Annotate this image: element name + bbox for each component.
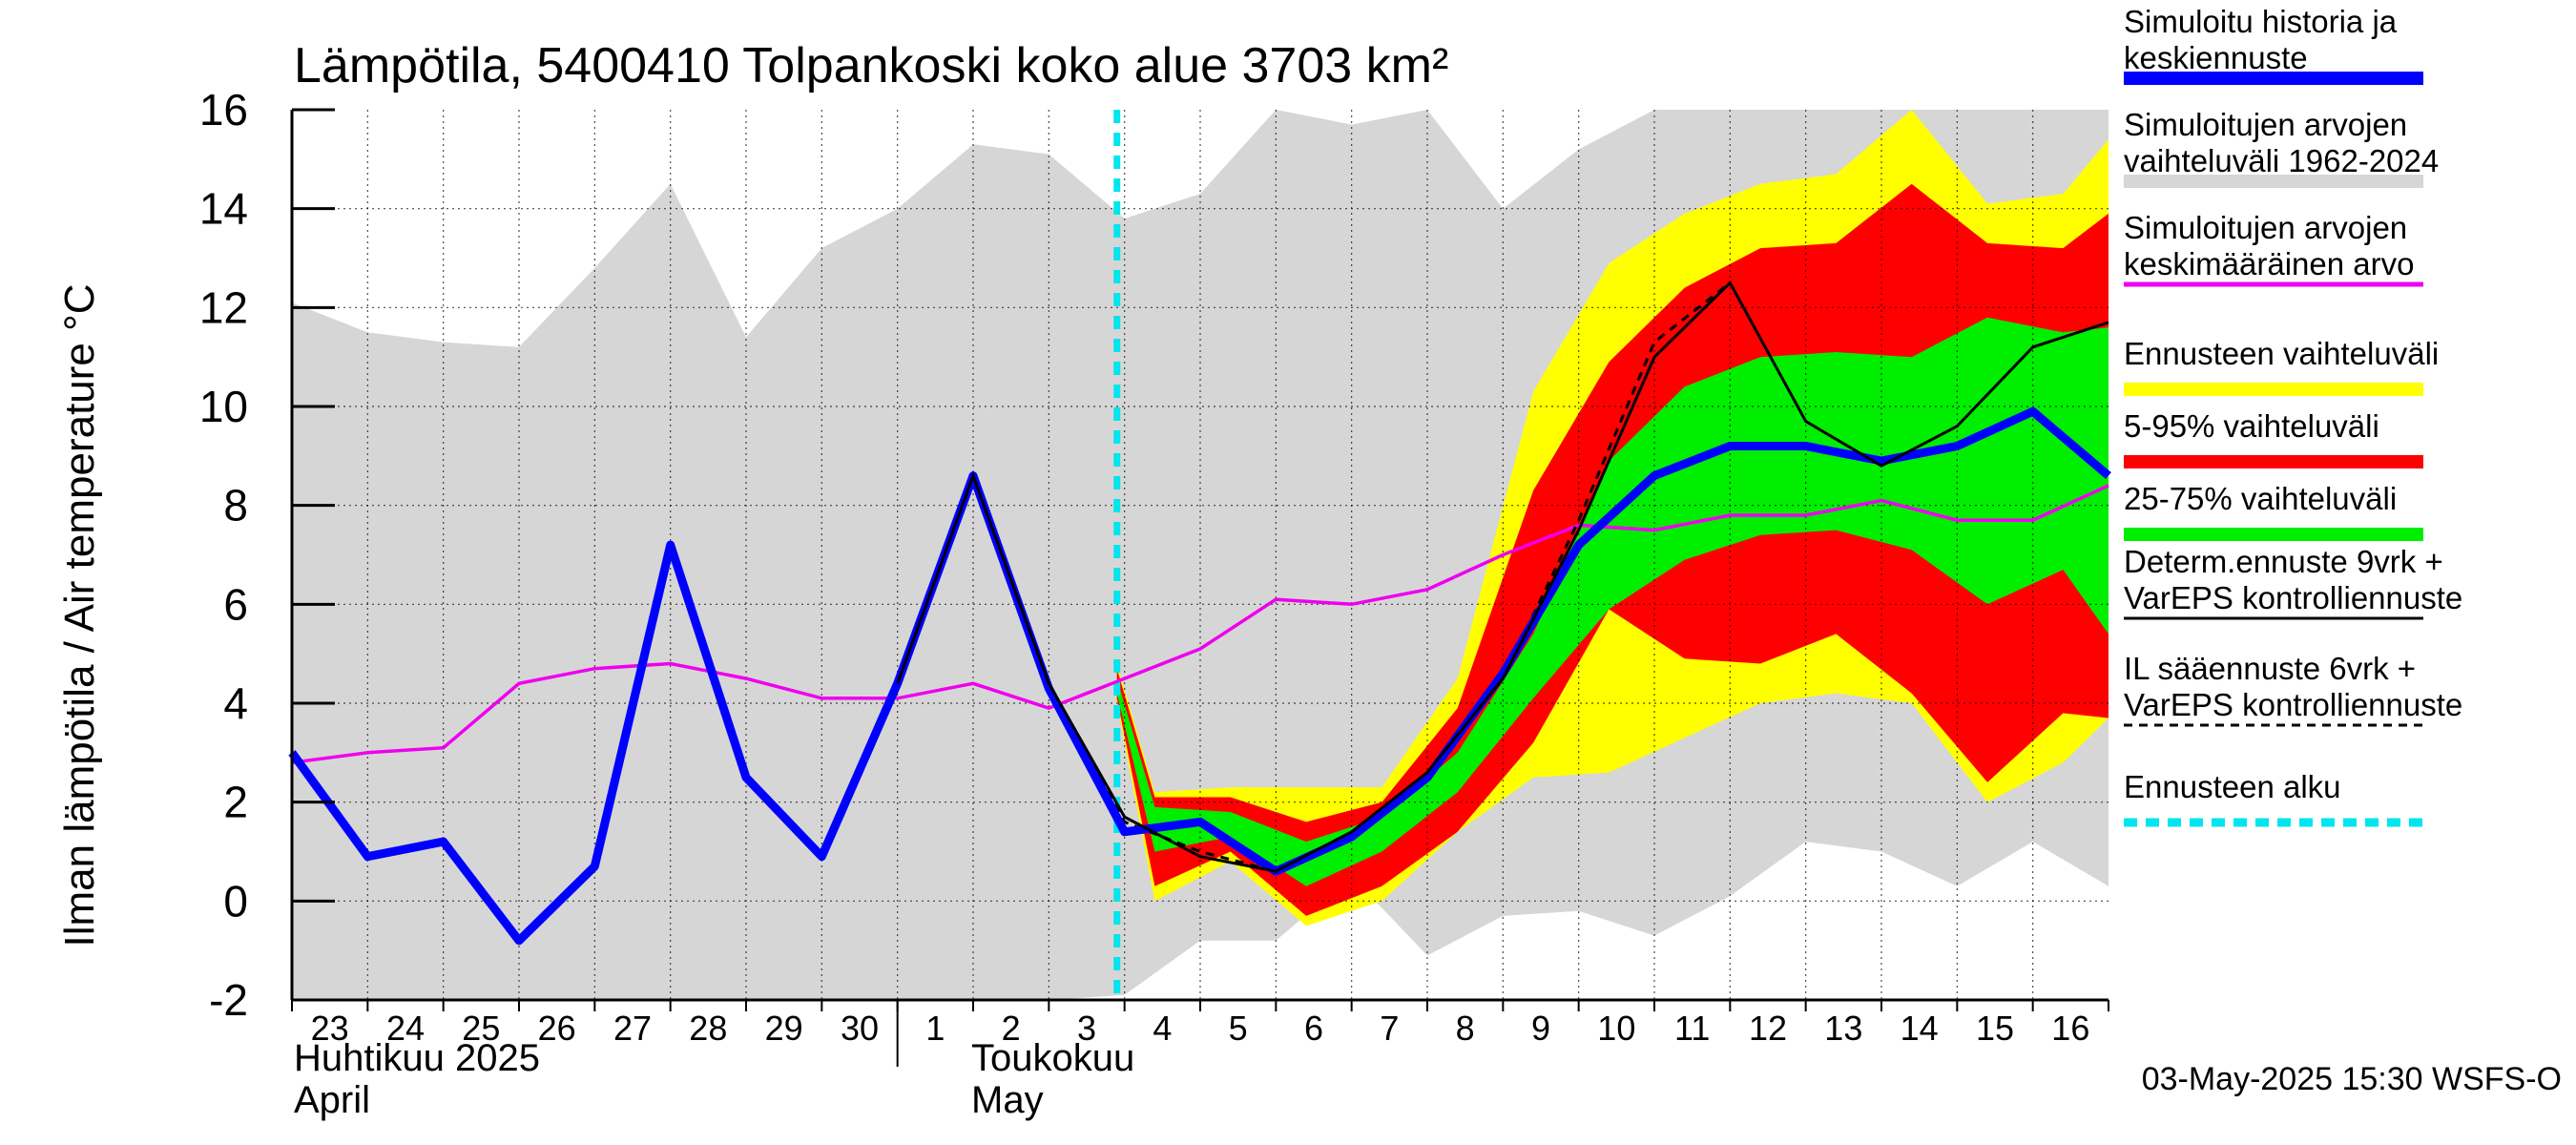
x-day-label: 16 bbox=[2051, 1009, 2089, 1048]
legend-label: Simuloitu historia ja bbox=[2124, 4, 2398, 39]
legend-label: Simuloitujen arvojen bbox=[2124, 210, 2407, 245]
legend-label: IL sääennuste 6vrk + bbox=[2124, 651, 2416, 686]
x-day-label: 24 bbox=[386, 1009, 425, 1048]
x-day-label: 14 bbox=[1901, 1009, 1939, 1048]
y-tick-label: 14 bbox=[199, 184, 248, 234]
simulated-history-line bbox=[288, 406, 2111, 946]
y-tick-label: 0 bbox=[223, 876, 248, 926]
y-tick-label: 4 bbox=[223, 678, 248, 728]
x-day-label: 27 bbox=[613, 1009, 652, 1048]
x-day-label: 15 bbox=[1976, 1009, 2014, 1048]
month-may-en: May bbox=[971, 1079, 1044, 1121]
y-tick-label: 6 bbox=[223, 579, 248, 629]
x-day-label: 8 bbox=[1456, 1009, 1475, 1048]
x-day-label: 1 bbox=[925, 1009, 945, 1048]
legend-label: VarEPS kontrolliennuste bbox=[2124, 687, 2462, 722]
x-day-label: 3 bbox=[1077, 1009, 1096, 1048]
legend-label: vaihteluväli 1962-2024 bbox=[2124, 143, 2439, 178]
x-day-label: 6 bbox=[1304, 1009, 1323, 1048]
legend-label: VarEPS kontrolliennuste bbox=[2124, 580, 2462, 615]
y-tick-label: -2 bbox=[209, 975, 248, 1025]
x-day-label: 11 bbox=[1674, 1009, 1710, 1048]
month-may-fi: Toukokuu bbox=[971, 1037, 1134, 1079]
x-day-label: 5 bbox=[1229, 1009, 1248, 1048]
legend-label: 25-75% vaihteluväli bbox=[2124, 481, 2397, 516]
x-day-label: 28 bbox=[689, 1009, 727, 1048]
month-april-en: April bbox=[294, 1079, 370, 1121]
mean-line bbox=[291, 484, 2109, 764]
y-tick-label: 10 bbox=[199, 382, 248, 431]
y-axis-label: Ilman lämpötila / Air temperature °C bbox=[56, 284, 103, 947]
month-april-fi: Huhtikuu 2025 bbox=[294, 1037, 540, 1079]
x-day-label: 4 bbox=[1153, 1009, 1172, 1048]
x-day-label: 25 bbox=[462, 1009, 500, 1048]
x-day-label: 29 bbox=[765, 1009, 803, 1048]
legend-label: keskiennuste bbox=[2124, 40, 2308, 75]
x-day-label: 30 bbox=[841, 1009, 879, 1048]
x-day-label: 12 bbox=[1749, 1009, 1787, 1048]
y-tick-label: 16 bbox=[199, 85, 248, 135]
y-tick-label: 8 bbox=[223, 481, 248, 531]
x-day-label: 7 bbox=[1380, 1009, 1399, 1048]
legend-label: Ennusteen alku bbox=[2124, 769, 2341, 804]
legend-label: Ennusteen vaihteluväli bbox=[2124, 336, 2439, 371]
y-tick-label: 12 bbox=[199, 282, 248, 332]
x-day-label: 26 bbox=[538, 1009, 576, 1048]
determ-forecast-line bbox=[896, 280, 2109, 873]
x-day-label: 23 bbox=[311, 1009, 349, 1048]
legend-label: Simuloitujen arvojen bbox=[2124, 107, 2407, 142]
legend-label: Determ.ennuste 9vrk + bbox=[2124, 544, 2443, 579]
x-day-label: 2 bbox=[1002, 1009, 1021, 1048]
lines-layer bbox=[288, 110, 2111, 1000]
footer-timestamp: 03-May-2025 15:30 WSFS-O bbox=[2142, 1061, 2562, 1097]
x-day-label: 10 bbox=[1597, 1009, 1635, 1048]
x-day-label: 13 bbox=[1824, 1009, 1862, 1048]
chart-title: Lämpötila, 5400410 Tolpankoski koko alue… bbox=[294, 38, 1448, 94]
x-day-label: 9 bbox=[1531, 1009, 1550, 1048]
legend-label: 5-95% vaihteluväli bbox=[2124, 408, 2379, 444]
y-tick-label: 2 bbox=[223, 778, 248, 827]
legend-label: keskimääräinen arvo bbox=[2124, 246, 2414, 281]
